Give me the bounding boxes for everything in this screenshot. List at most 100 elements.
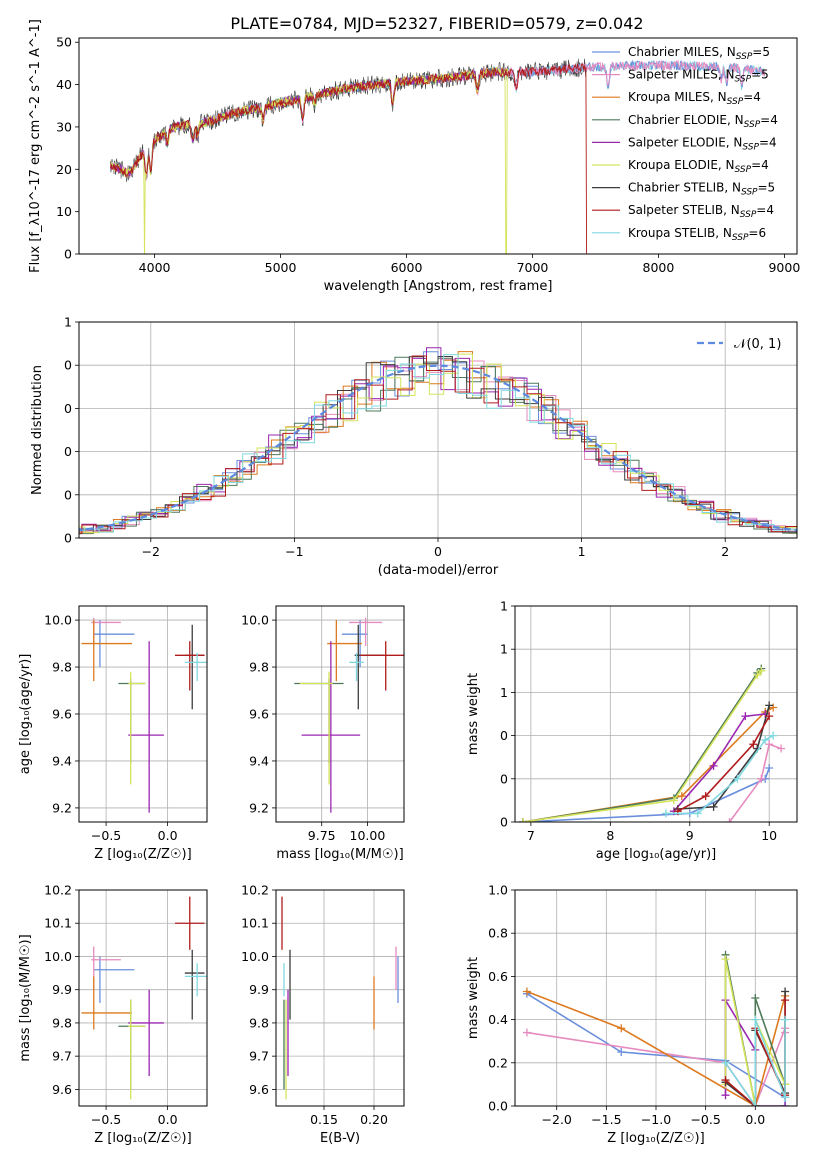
weight-marker [661, 809, 670, 818]
legend-subscript: SSP [744, 120, 761, 130]
legend-value: =4 [743, 90, 761, 104]
point-kroupa-elodie [299, 671, 333, 785]
legend-label: Chabrier MILES, NSSP=5 [628, 45, 770, 62]
y-tick-label: 0 [64, 401, 72, 416]
weight-marker [781, 987, 790, 996]
y-axis-label: mass [log₁₀(M/M☉)] [18, 934, 33, 1061]
x-tick-label: 0.0 [745, 1112, 765, 1127]
x-tick-label: 0.0 [158, 1112, 178, 1127]
weight-marker [765, 740, 774, 749]
weight-marker [669, 796, 678, 805]
y-tick-label: 9.8 [249, 1015, 269, 1030]
y-tick-label: 9.7 [52, 1049, 72, 1064]
weight-marker [518, 818, 527, 822]
x-tick-label: 1 [578, 544, 586, 559]
weight-marker [617, 1048, 626, 1056]
weight-marker [753, 671, 762, 680]
x-tick-label: 2 [721, 544, 729, 559]
y-tick-label: 0 [64, 531, 72, 546]
point-chabrier-miles [93, 956, 135, 1003]
weight-line [522, 668, 762, 822]
weight-line [728, 743, 782, 822]
histogram-kroupa-stelib [79, 354, 797, 533]
weight-marker [757, 666, 766, 675]
axes-frame [514, 605, 798, 823]
legend-subscript: SSP [736, 52, 753, 62]
y-tick-label: 0.8 [488, 926, 508, 941]
weight-marker [693, 809, 702, 818]
x-tick-label: 9000 [768, 260, 800, 275]
x-tick-label: 5000 [265, 260, 297, 275]
axes-frame [275, 605, 405, 823]
point-kroupa-stelib [184, 963, 207, 997]
y-tick-label: 9.2 [249, 800, 269, 815]
weight-marker [749, 740, 758, 749]
weight-marker [709, 802, 718, 811]
point-salpeter-stelib [175, 896, 205, 950]
weight-series-kroupa-stelib [661, 731, 778, 818]
x-tick-label: 9.75 [308, 828, 336, 843]
y-axis-label: Normed distribution [30, 365, 45, 495]
point-salpeter-elodie [128, 989, 164, 1077]
x-tick-label: −0.5 [91, 1112, 121, 1127]
x-tick-label: 7000 [517, 260, 549, 275]
y-tick-label: 9.6 [52, 707, 72, 722]
x-tick-label: 0.20 [360, 1112, 388, 1127]
legend-label: Kroupa STELIB, NSSP=6 [628, 226, 766, 243]
point-kroupa-elodie [128, 671, 146, 785]
weight-marker [617, 1024, 626, 1033]
weight-marker [765, 712, 774, 721]
legend-label: Kroupa MILES, NSSP=4 [628, 90, 761, 107]
y-tick-label: 0 [500, 728, 508, 743]
weight-marker [721, 1058, 730, 1067]
panel-spectrum: 4000 5000 6000 7000 8000 9000 0 10 20 30 40 50 wavel… [28, 19, 800, 294]
y-tick-label: 10.0 [44, 613, 72, 628]
weight-marker [725, 818, 734, 822]
point-salpeter-elodie [301, 641, 361, 813]
weight-marker [769, 731, 778, 740]
axes-frame [275, 889, 405, 1107]
weight-marker [751, 1015, 760, 1024]
y-tick-label: 0 [64, 247, 72, 262]
legend-label: Salpeter STELIB, NSSP=4 [628, 203, 774, 220]
axes-frame [514, 889, 798, 1107]
spectrum-line-chabrier-elodie [110, 66, 508, 179]
figure-title: PLATE=0784, MJD=52327, FIBERID=0579, z=0… [230, 14, 643, 33]
weight-marker [781, 996, 790, 1005]
y-tick-label: 10.2 [44, 883, 72, 898]
y-tick-label: 10.0 [241, 613, 269, 628]
y-tick-label: 0.6 [488, 969, 508, 984]
legend-label: Chabrier STELIB, NSSP=5 [628, 181, 775, 198]
x-tick-label: −2 [142, 544, 160, 559]
spectrum-legend: Chabrier MILES, NSSP=5 Salpeter MILES, NS… [592, 45, 778, 243]
panel-weight_vs_age: 7 8 9 10 0 0 0 1 1 1 age [log₁₀(age/yr)] mass weigh… [466, 599, 798, 862]
y-tick-label: 9.4 [249, 753, 269, 768]
y-axis-label: age [log₁₀(age/yr)] [18, 654, 33, 775]
y-tick-label: 10.2 [241, 883, 269, 898]
weight-line [724, 958, 786, 1106]
y-tick-label: 0.2 [488, 1055, 508, 1070]
weight-line [673, 713, 766, 812]
weight-series-salpeter-miles [725, 740, 786, 822]
x-axis-label: (data-model)/error [378, 563, 499, 578]
y-tick-label: 0 [500, 771, 508, 786]
x-tick-label: −0.5 [690, 1112, 720, 1127]
y-tick-label: 10.1 [241, 916, 269, 931]
y-tick-label: 0.4 [488, 1012, 508, 1027]
weight-marker [701, 792, 710, 801]
weight-marker [721, 1091, 730, 1100]
y-tick-label: 50 [56, 35, 72, 50]
legend-subscript: SSP [735, 75, 752, 85]
y-tick-label: 10.0 [44, 949, 72, 964]
point-chabrier-elodie [294, 678, 344, 764]
x-tick-label: 10.00 [350, 828, 386, 843]
weight-series-kroupa-elodie [518, 666, 766, 822]
plot-area-residuals [79, 347, 797, 535]
weight-line [677, 715, 770, 812]
plot-area-weight_vs_Z [522, 950, 790, 1106]
y-tick-label: 10.1 [44, 916, 72, 931]
x-axis-label: wavelength [Angstrom, rest frame] [324, 279, 553, 294]
y-tick-label: 40 [56, 77, 72, 92]
point-kroupa-miles [81, 976, 132, 1030]
